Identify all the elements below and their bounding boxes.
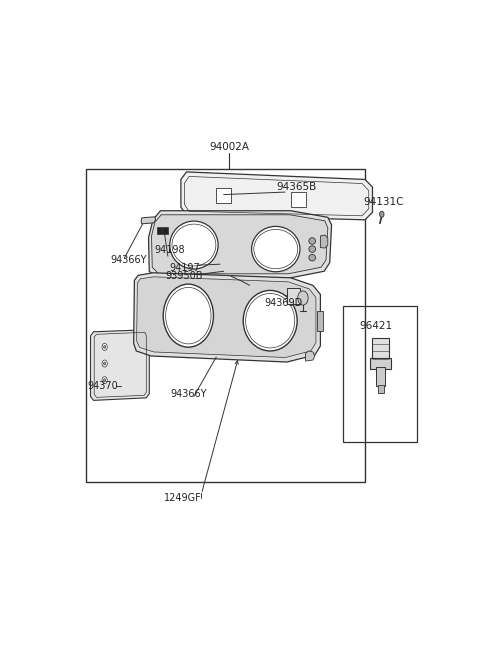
Text: 1249GF: 1249GF xyxy=(164,493,202,503)
Ellipse shape xyxy=(254,229,298,269)
Bar xyxy=(290,192,305,207)
Circle shape xyxy=(104,379,106,382)
Text: 94366Y: 94366Y xyxy=(110,255,147,265)
Text: 94366Y: 94366Y xyxy=(170,389,206,399)
Bar xyxy=(216,187,231,202)
Circle shape xyxy=(102,377,107,384)
Circle shape xyxy=(102,343,107,350)
Ellipse shape xyxy=(309,238,315,244)
Bar xyxy=(370,358,391,369)
Polygon shape xyxy=(152,215,328,274)
Ellipse shape xyxy=(172,224,216,266)
Text: 94198: 94198 xyxy=(155,245,185,255)
Ellipse shape xyxy=(252,227,300,272)
Ellipse shape xyxy=(309,246,315,252)
Bar xyxy=(378,384,384,393)
Bar xyxy=(86,170,365,482)
Text: 94197: 94197 xyxy=(169,263,200,272)
Text: 93950B: 93950B xyxy=(166,271,204,281)
Bar xyxy=(343,305,417,441)
Bar xyxy=(162,227,168,234)
Circle shape xyxy=(298,291,308,305)
Ellipse shape xyxy=(166,288,211,344)
Bar xyxy=(372,339,389,358)
Polygon shape xyxy=(305,351,315,361)
Bar xyxy=(376,367,385,386)
Circle shape xyxy=(104,362,106,365)
Text: 94131C: 94131C xyxy=(363,197,404,207)
Circle shape xyxy=(102,360,107,367)
Polygon shape xyxy=(133,272,321,362)
Text: 96421: 96421 xyxy=(360,321,393,331)
Ellipse shape xyxy=(243,290,297,351)
Ellipse shape xyxy=(163,284,214,347)
Polygon shape xyxy=(91,329,149,400)
Text: 94369D: 94369D xyxy=(264,298,302,308)
Polygon shape xyxy=(141,217,156,224)
Polygon shape xyxy=(148,211,332,278)
Bar xyxy=(156,227,162,234)
Polygon shape xyxy=(321,235,328,248)
Text: 94002A: 94002A xyxy=(209,141,249,152)
Polygon shape xyxy=(181,172,372,220)
Circle shape xyxy=(104,345,106,348)
Circle shape xyxy=(380,212,384,217)
Polygon shape xyxy=(137,277,316,358)
Bar xyxy=(287,288,300,304)
Text: 94365B: 94365B xyxy=(276,182,316,192)
Ellipse shape xyxy=(309,254,315,261)
Bar xyxy=(317,310,324,331)
Ellipse shape xyxy=(246,293,295,348)
Text: 94370: 94370 xyxy=(87,381,118,391)
Ellipse shape xyxy=(170,221,218,269)
